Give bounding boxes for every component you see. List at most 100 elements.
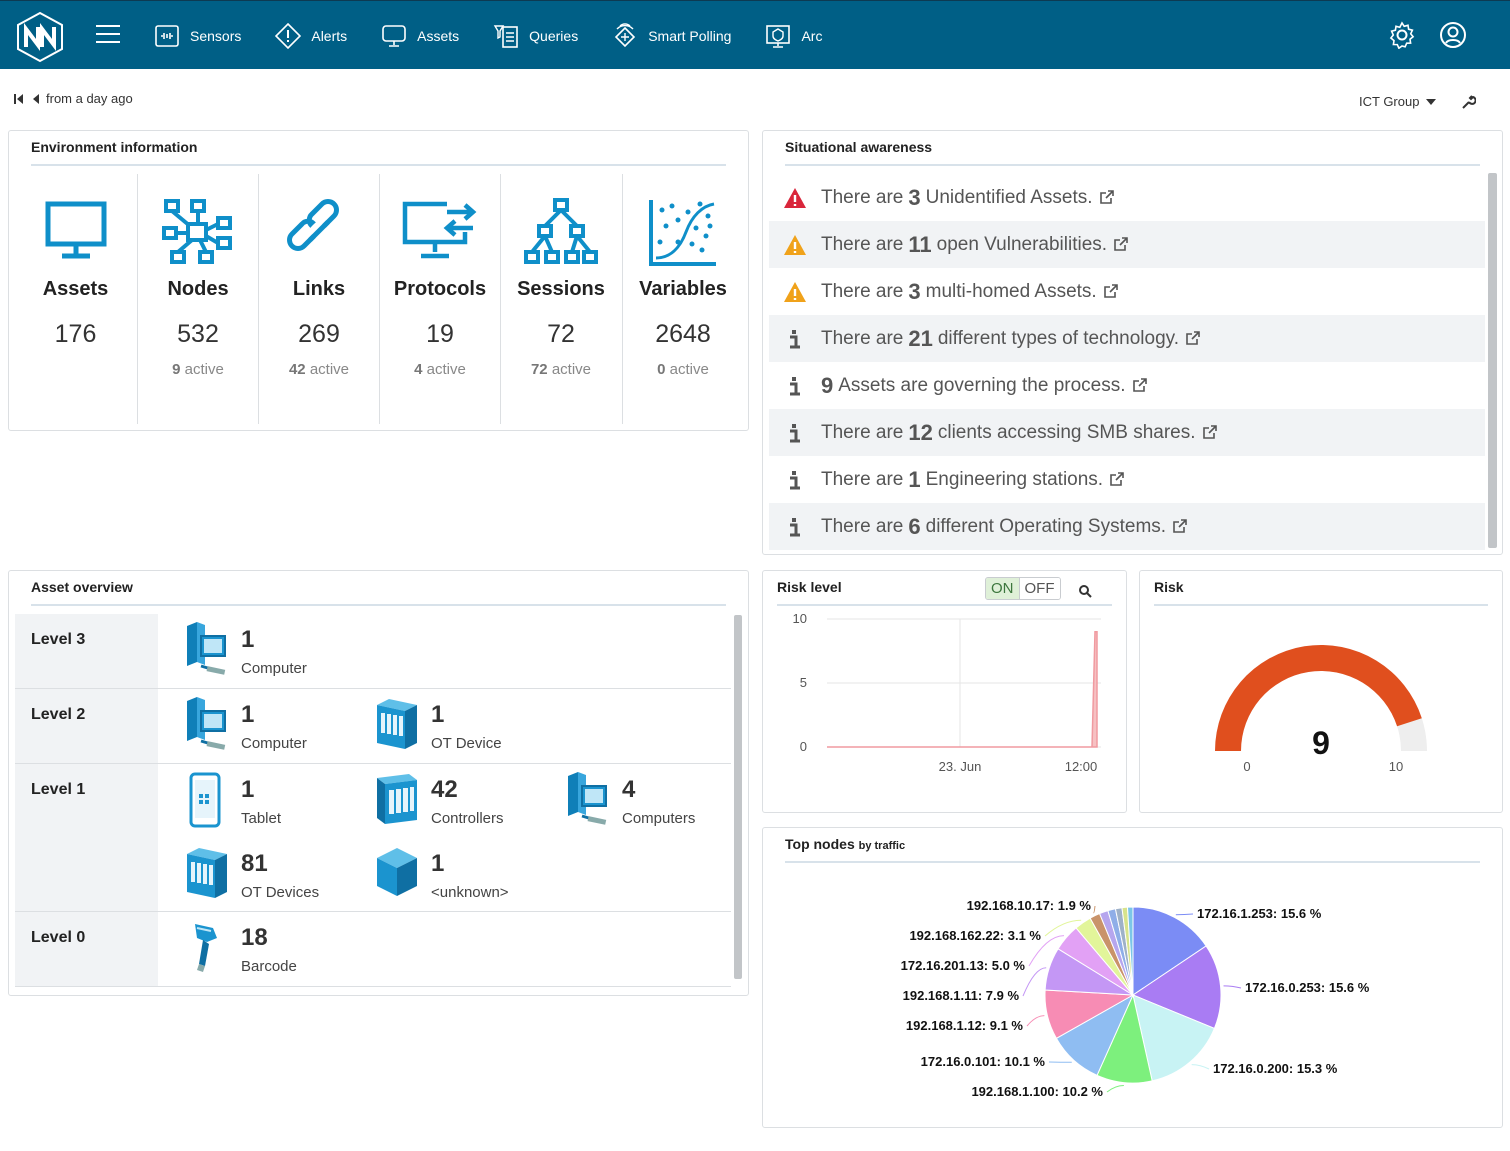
warning-triangle-icon xyxy=(784,281,806,302)
group-selector-label: ICT Group xyxy=(1359,94,1420,109)
search-zoom-icon[interactable] xyxy=(1078,584,1092,598)
gauge-fill xyxy=(1215,645,1422,751)
env-value: 2648 xyxy=(655,320,711,348)
env-variables[interactable]: Variables 2648 0 active xyxy=(622,174,743,424)
nozomi-logo-icon[interactable] xyxy=(14,11,66,63)
asset-item[interactable]: 1 Computer xyxy=(185,622,375,686)
hamburger-menu-icon[interactable] xyxy=(96,25,120,45)
situational-pre: There are xyxy=(821,327,904,349)
env-active: 4 active xyxy=(380,361,500,378)
nav-alerts[interactable]: Alerts xyxy=(275,22,347,49)
asset-level-row: Level 3 1 Computer xyxy=(15,614,731,689)
asset-item[interactable]: 42 Controllers xyxy=(375,772,565,836)
pie-slice[interactable] xyxy=(1132,906,1207,996)
asset-item[interactable]: 81 OT Devices xyxy=(185,846,375,910)
situational-row[interactable]: There are 3 multi-homed Assets. xyxy=(769,268,1485,315)
env-nodes[interactable]: Nodes 532 9 active xyxy=(137,174,258,424)
situational-row[interactable]: There are 1 Engineering stations. xyxy=(769,456,1485,503)
user-profile-icon[interactable] xyxy=(1439,21,1467,49)
pie-slice[interactable] xyxy=(1132,994,1216,1082)
situational-text: There are 12 clients accessing SMB shares. xyxy=(821,420,1217,446)
nav-arc[interactable]: Arc xyxy=(765,23,822,49)
settings-gear-icon[interactable] xyxy=(1388,21,1416,49)
danger-triangle-icon xyxy=(784,187,806,208)
computer-icon xyxy=(187,622,226,675)
group-selector[interactable]: ICT Group xyxy=(1359,94,1437,109)
asset-item[interactable]: 1 OT Device xyxy=(375,697,565,761)
situational-row[interactable]: There are 3 Unidentified Assets. xyxy=(769,174,1485,221)
situational-row[interactable]: There are 21 different types of technology… xyxy=(769,315,1485,362)
external-link-icon xyxy=(1110,472,1124,486)
nav-sensors-label: Sensors xyxy=(190,27,242,44)
nav-smart-polling-label: Smart Polling xyxy=(648,27,732,44)
asset-item[interactable]: 1 Tablet xyxy=(185,772,375,836)
y-tick-label: 0 xyxy=(800,739,807,754)
pie-slice[interactable] xyxy=(1131,945,1222,1030)
timeline-label[interactable]: from a day ago xyxy=(46,91,133,106)
toggle-off-button[interactable]: OFF xyxy=(1019,578,1060,599)
situational-text: 9 Assets are governing the process. xyxy=(821,373,1147,399)
env-value: 269 xyxy=(298,320,340,348)
skip-back-icon[interactable] xyxy=(14,93,24,105)
tablet-icon xyxy=(189,772,221,828)
risk-level-toggle[interactable]: ON OFF xyxy=(985,577,1061,600)
nav-queries[interactable]: Queries xyxy=(493,23,578,49)
pie-slice[interactable] xyxy=(1126,906,1134,996)
vertical-scrollbar[interactable] xyxy=(1488,173,1497,548)
env-sessions[interactable]: Sessions 72 72 active xyxy=(500,174,621,424)
severity-icon xyxy=(769,517,821,537)
nav-sensors[interactable]: Sensors xyxy=(154,23,241,49)
pie-label: 192.168.1.12: 9.1 % xyxy=(906,1018,1024,1033)
env-active: 9 active xyxy=(138,361,258,378)
panel-divider xyxy=(785,164,1480,166)
severity-icon xyxy=(769,281,821,303)
external-link-icon xyxy=(1132,378,1147,392)
asset-type: <unknown> xyxy=(431,884,509,901)
info-icon xyxy=(790,470,800,489)
severity-icon xyxy=(769,470,821,490)
env-label: Sessions xyxy=(517,278,605,300)
asset-item[interactable]: 1 Computer xyxy=(185,697,375,761)
vertical-scrollbar[interactable] xyxy=(734,615,742,979)
situational-pre: There are xyxy=(821,421,904,443)
asset-type: Computer xyxy=(241,735,307,752)
main-nav: Sensors Alerts Assets Queries Smart Poll… xyxy=(154,1,856,70)
asset-type: Controllers xyxy=(431,810,504,827)
env-active: 72 active xyxy=(501,361,621,378)
env-links[interactable]: Links 269 42 active xyxy=(258,174,379,424)
asset-item[interactable]: 18 Barcode xyxy=(185,920,375,984)
level-name: Level 1 xyxy=(15,764,158,911)
pie-label: 192.168.162.22: 3.1 % xyxy=(909,928,1041,943)
panel-divider xyxy=(1154,604,1488,606)
situational-row[interactable]: There are 12 clients accessing SMB shares. xyxy=(769,409,1485,456)
step-back-icon[interactable] xyxy=(32,93,40,105)
pie-connector xyxy=(1223,985,1242,989)
situational-pre: There are xyxy=(821,468,904,490)
situational-pre: There are xyxy=(821,280,904,302)
external-link-icon xyxy=(1202,425,1217,439)
nav-smart-polling[interactable]: Smart Polling xyxy=(612,22,732,49)
env-protocols[interactable]: Protocols 19 4 active xyxy=(379,174,500,424)
gauge-min: 0 xyxy=(1243,759,1250,774)
situational-row[interactable]: 9 Assets are governing the process. xyxy=(769,362,1485,409)
wrench-icon[interactable] xyxy=(1462,95,1476,109)
asset-item[interactable]: 1 <unknown> xyxy=(375,846,565,910)
situational-row[interactable]: There are 6 different Operating Systems. xyxy=(769,503,1485,550)
unknown-cube-icon xyxy=(377,848,417,896)
asset-count: 1 xyxy=(241,701,255,728)
monitor-icon xyxy=(45,201,106,259)
toggle-on-button[interactable]: ON xyxy=(986,578,1020,599)
nav-assets[interactable]: Assets xyxy=(381,23,459,49)
env-label: Nodes xyxy=(167,278,229,300)
pie-connector xyxy=(1026,1015,1045,1027)
pie-connector xyxy=(1022,967,1047,997)
asset-item[interactable]: 4 Computers xyxy=(566,772,756,836)
level-name: Level 2 xyxy=(15,689,158,763)
gauge-value: 9 xyxy=(1312,725,1330,761)
asset-count: 1 xyxy=(431,701,445,728)
environment-information-panel: Environment information Assets 176 Nodes… xyxy=(8,130,749,431)
severity-icon xyxy=(769,329,821,349)
situational-count: 21 xyxy=(908,325,933,351)
env-assets[interactable]: Assets 176 xyxy=(15,174,136,424)
situational-row[interactable]: There are 11 open Vulnerabilities. xyxy=(769,221,1485,268)
